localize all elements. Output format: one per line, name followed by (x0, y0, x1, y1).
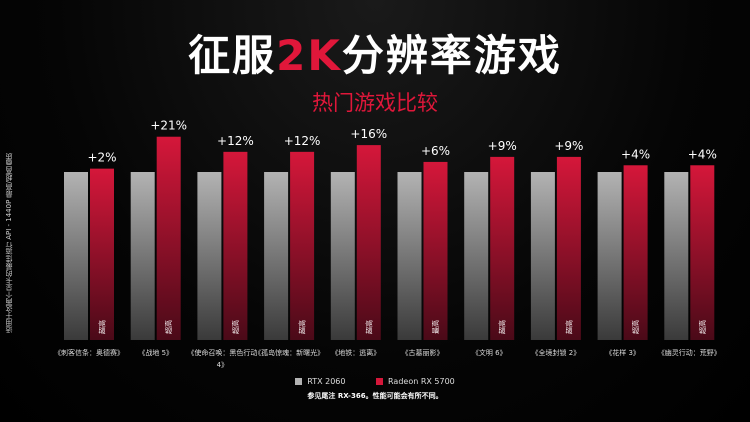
bar-rtx2060 (264, 172, 289, 340)
title-highlight: 2K (276, 31, 342, 80)
bar-quality-label: 超高 (298, 320, 307, 334)
bar-rtx2060 (197, 172, 222, 340)
page-title: 征服2K分辨率游戏 (0, 32, 750, 80)
data-label: +9% (554, 139, 583, 153)
category-label: 《使命召唤：黑色行动 4》 (187, 348, 257, 369)
bar-quality-label: 超高 (364, 320, 373, 334)
footnote: 参见尾注 RX-366。性能可能会有所不同。 (307, 392, 443, 400)
bar-quality-label: 超高 (98, 320, 107, 334)
legend-swatch-rtx2060 (295, 378, 303, 385)
bar-rtx2060 (530, 172, 555, 340)
bar-rx5700 (356, 145, 381, 340)
bar-quality-label: 超高 (498, 320, 507, 334)
data-label: +4% (688, 147, 717, 161)
legend-label-rtx2060: RTX 2060 (307, 377, 346, 386)
category-label: 《幽灵行动：荒野》 (658, 348, 721, 357)
bar-rx5700 (90, 168, 114, 340)
legend-swatch-rx5700 (376, 378, 384, 385)
category-label: 《文明 6》 (472, 348, 507, 357)
category-label: 《孤岛惊魂：新曙光》 (254, 348, 324, 357)
data-label: +12% (217, 134, 254, 148)
bar-rtx2060 (330, 172, 355, 340)
bar-rtx2060 (64, 172, 88, 340)
data-label: +21% (150, 119, 187, 133)
bar-rtx2060 (464, 172, 489, 340)
chart-subtitle: 热门游戏比较 (312, 91, 438, 115)
category-label: 《刺客信条：奥德赛》 (54, 348, 124, 357)
title-part2: 分辨率游戏 (341, 31, 562, 80)
category-label: 《花样 3》 (605, 348, 640, 357)
bar-rx5700 (423, 161, 448, 340)
legend-item-rtx2060: RTX 2060 (295, 377, 345, 386)
bar-rtx2060 (597, 172, 622, 340)
category-label: 《战地 5》 (138, 348, 173, 357)
data-label: +12% (284, 134, 321, 148)
bar-quality-label: 超高 (231, 320, 240, 334)
legend-item-rx5700: Radeon RX 5700 (376, 377, 455, 386)
bar-rtx2060 (664, 172, 689, 340)
data-label: +9% (488, 139, 517, 153)
bar-rx5700 (156, 136, 181, 340)
bar-rx5700 (223, 151, 248, 340)
data-label: +6% (421, 144, 450, 158)
bar-rtx2060 (130, 172, 155, 340)
bar-quality-label: 超高 (698, 320, 707, 334)
bar-rx5700 (623, 165, 648, 340)
bar-quality-label: 最高 (431, 320, 440, 334)
data-label: +2% (87, 151, 116, 165)
category-label: 《古墓丽影》 (402, 348, 444, 357)
bar-rx5700 (556, 156, 581, 340)
title-part1: 征服 (188, 31, 277, 80)
data-label: +4% (621, 147, 650, 161)
category-label: 《全境封锁 2》 (532, 348, 581, 357)
bar-rx5700 (690, 165, 715, 340)
category-label: 《地铁：逃离》 (331, 348, 380, 357)
bar-rx5700 (290, 151, 315, 340)
legend-label-rx5700: Radeon RX 5700 (388, 377, 455, 386)
data-label: +16% (350, 127, 387, 141)
bar-quality-label: 超高 (631, 320, 640, 334)
bar-rx5700 (490, 156, 515, 340)
legend: RTX 2060 Radeon RX 5700 (0, 377, 750, 386)
bar-quality-label: 超高 (164, 320, 173, 334)
bar-quality-label: 超高 (564, 320, 573, 334)
bar-rtx2060 (397, 172, 422, 340)
